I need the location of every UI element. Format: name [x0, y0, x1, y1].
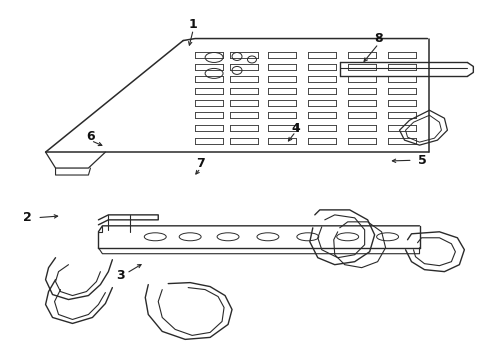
- Text: 4: 4: [291, 122, 300, 135]
- Text: 5: 5: [417, 154, 426, 167]
- Text: 3: 3: [116, 269, 124, 282]
- Text: 1: 1: [188, 18, 197, 31]
- Text: 6: 6: [86, 130, 95, 144]
- Text: 7: 7: [196, 157, 204, 170]
- Text: 8: 8: [373, 32, 382, 45]
- Text: 2: 2: [23, 211, 32, 224]
